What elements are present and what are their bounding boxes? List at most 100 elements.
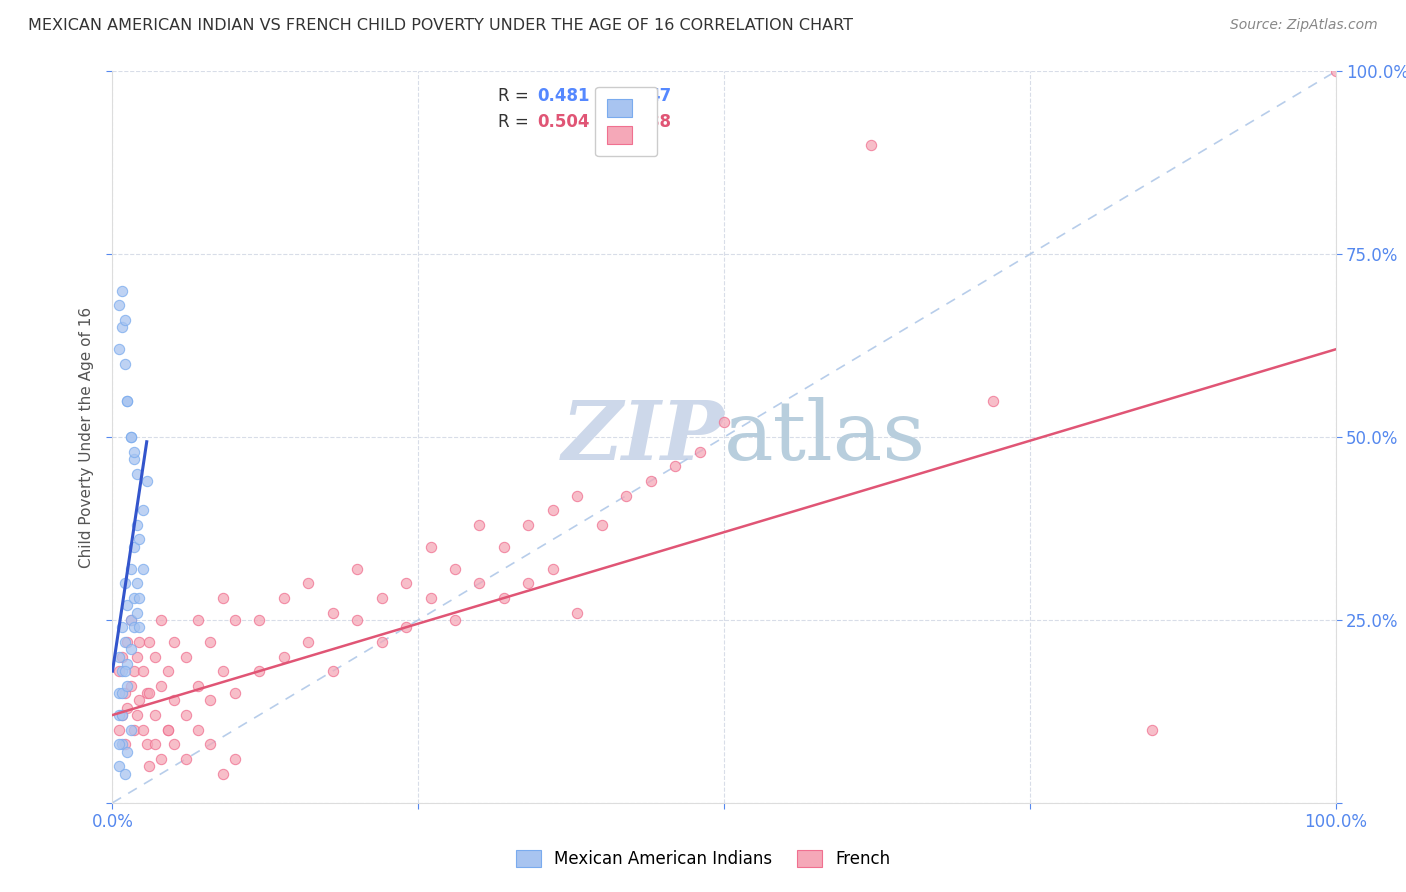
Point [114,576,136,591]
Point [297,635,319,649]
Point [114,664,136,678]
Point [395,620,418,634]
Point [111,284,134,298]
Point [468,576,491,591]
Text: N =: N = [599,113,647,131]
Point [125,517,148,532]
Point [174,752,197,766]
Point [859,137,882,152]
Point [115,635,138,649]
Point [346,562,368,576]
Point [689,444,711,458]
Point [138,635,160,649]
Point [150,679,173,693]
Point [981,393,1004,408]
Point [247,664,270,678]
Point [128,533,150,547]
Point [124,452,146,467]
Point [517,517,540,532]
Point [567,606,589,620]
Text: ZIP: ZIP [561,397,724,477]
Point [614,489,637,503]
Point [664,459,686,474]
Point [107,343,129,357]
Point [107,649,129,664]
Point [322,664,344,678]
Point [120,430,142,444]
Point [107,686,129,700]
Text: MEXICAN AMERICAN INDIAN VS FRENCH CHILD POVERTY UNDER THE AGE OF 16 CORRELATION : MEXICAN AMERICAN INDIAN VS FRENCH CHILD … [28,18,853,33]
Point [174,649,197,664]
Point [135,686,157,700]
Point [114,357,136,371]
Point [224,613,246,627]
Point [128,620,150,634]
Point [200,693,222,707]
Point [567,489,589,503]
Point [115,393,138,408]
Point [273,649,295,664]
Point [419,540,441,554]
Point [107,737,129,751]
Point [114,766,136,780]
Point [713,416,735,430]
Text: 0.481: 0.481 [537,87,589,104]
Point [370,591,392,605]
Point [187,679,209,693]
Point [163,635,186,649]
Point [541,503,564,517]
Point [114,737,136,751]
Point [115,745,138,759]
Text: 47: 47 [648,87,672,104]
Point [111,737,134,751]
Point [444,613,467,627]
Point [128,635,150,649]
Point [120,642,142,657]
Point [111,708,134,723]
Point [247,613,270,627]
Point [132,723,155,737]
Point [395,576,418,591]
Point [111,320,134,334]
Point [132,503,155,517]
Point [640,474,662,488]
Point [138,686,160,700]
Point [114,635,136,649]
Point [273,591,295,605]
Point [156,723,179,737]
Text: Source: ZipAtlas.com: Source: ZipAtlas.com [1230,18,1378,32]
Point [138,759,160,773]
Point [187,613,209,627]
Legend: , : , [595,87,657,156]
Point [143,737,166,751]
Point [124,444,146,458]
Point [468,517,491,532]
Point [135,474,157,488]
Point [517,576,540,591]
Point [156,723,179,737]
Point [200,737,222,751]
Point [211,766,233,780]
Point [143,649,166,664]
Point [107,708,129,723]
Point [132,562,155,576]
Point [1324,64,1347,78]
Point [115,393,138,408]
Point [297,576,319,591]
Point [124,620,146,634]
Point [120,613,142,627]
Point [124,723,146,737]
Point [224,686,246,700]
Point [128,591,150,605]
Point [120,613,142,627]
Point [322,606,344,620]
Legend: Mexican American Indians, French: Mexican American Indians, French [509,843,897,875]
Point [120,679,142,693]
Point [124,591,146,605]
Point [107,759,129,773]
Point [115,657,138,671]
Point [591,517,613,532]
Point [128,693,150,707]
Point [187,723,209,737]
Point [107,664,129,678]
